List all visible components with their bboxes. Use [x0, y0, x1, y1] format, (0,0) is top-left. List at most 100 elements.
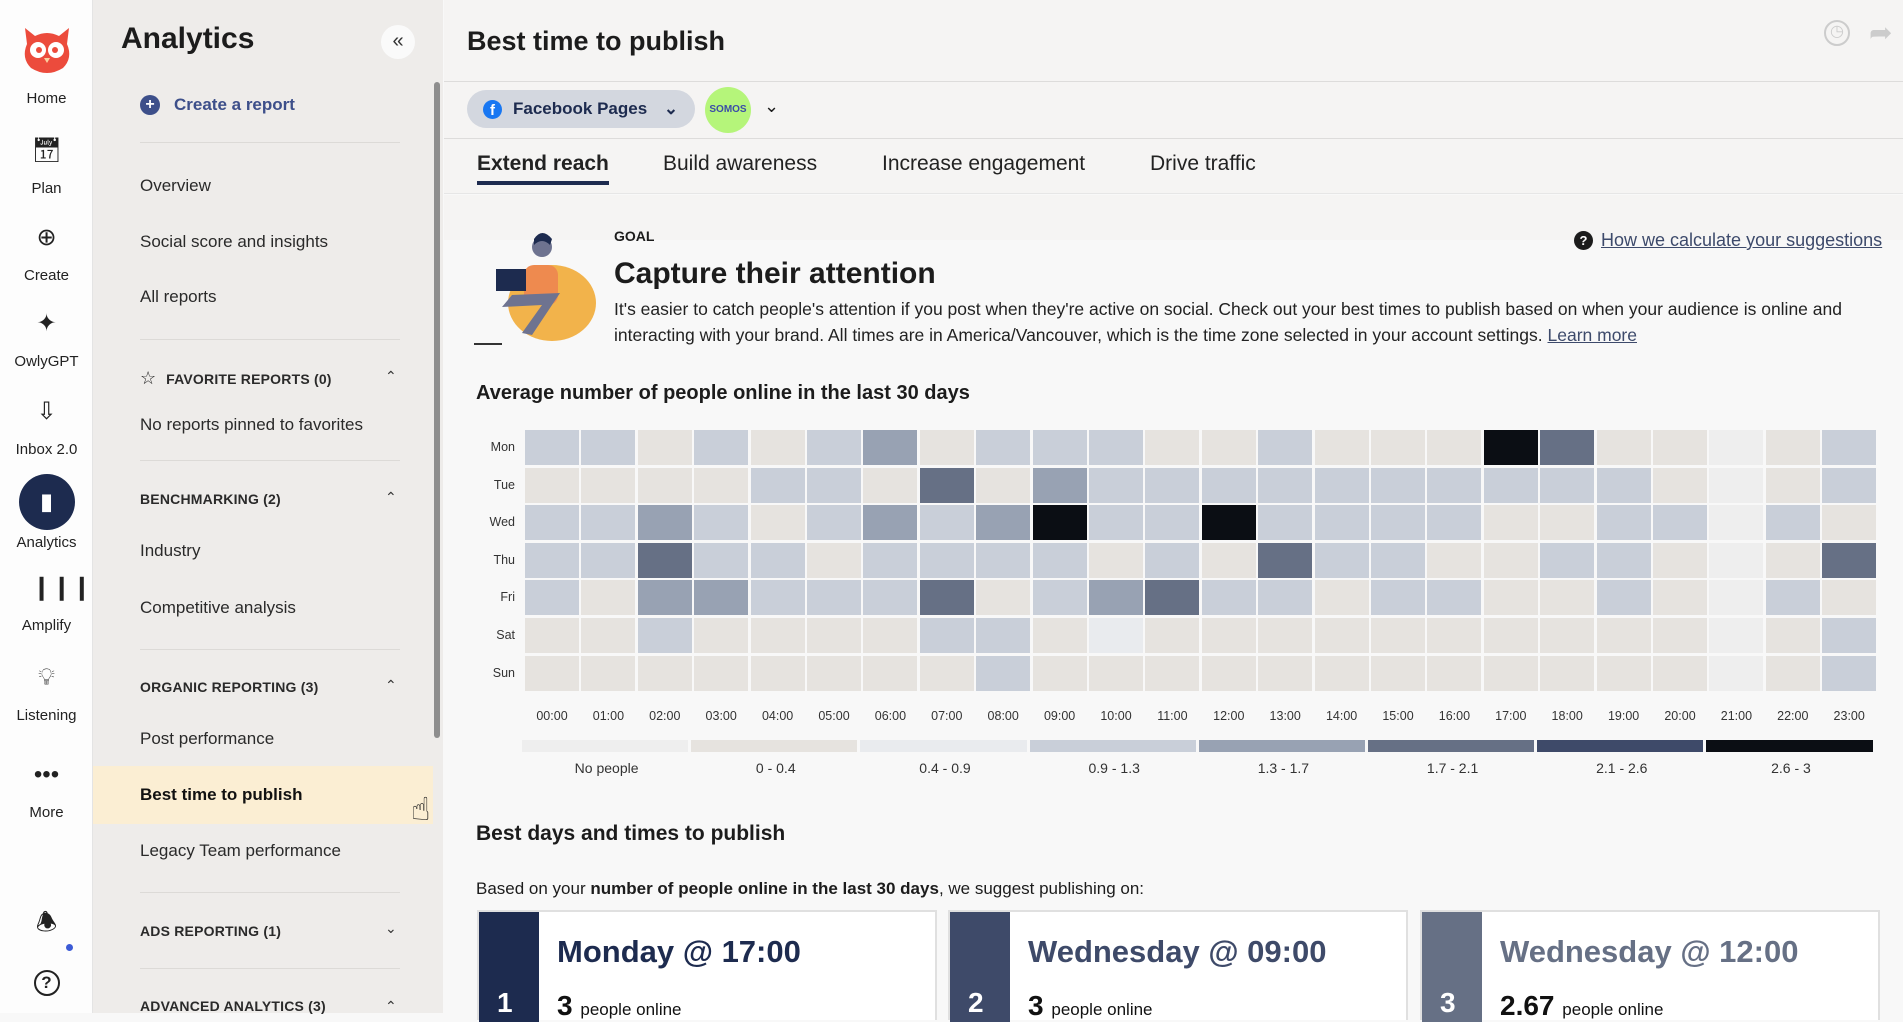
rail-plan[interactable]: 📅︎ Plan — [0, 136, 93, 197]
heatmap-cell[interactable] — [976, 618, 1031, 653]
heatmap-cell[interactable] — [1145, 618, 1200, 653]
rail-amplify[interactable]: ❙❙❙ Amplify — [0, 573, 93, 634]
chevron-up-icon[interactable]: ⌃ — [385, 998, 397, 1014]
heatmap-cell[interactable] — [1427, 542, 1482, 578]
learn-more-link[interactable]: Learn more — [1547, 325, 1638, 345]
heatmap-cell[interactable] — [581, 505, 636, 541]
heatmap-cell[interactable] — [1596, 618, 1651, 653]
heatmap-cell[interactable] — [1709, 505, 1764, 541]
heatmap-cell[interactable] — [976, 580, 1031, 616]
heatmap-cell[interactable] — [1596, 542, 1651, 578]
heatmap-cell[interactable] — [694, 467, 749, 503]
heatmap-cell[interactable] — [807, 655, 861, 691]
heatmap-cell[interactable] — [581, 618, 636, 653]
heatmap-cell[interactable] — [1653, 542, 1707, 578]
heatmap-cell[interactable] — [1483, 655, 1538, 691]
chevron-up-icon[interactable]: ⌃ — [385, 677, 397, 693]
heatmap-cell[interactable] — [1540, 430, 1595, 465]
heatmap-cell[interactable] — [1201, 580, 1256, 616]
heatmap-cell[interactable] — [581, 655, 636, 691]
heatmap-cell[interactable] — [525, 542, 579, 578]
heatmap-cell[interactable] — [1032, 430, 1087, 465]
heatmap-cell[interactable] — [1765, 467, 1820, 503]
heatmap-cell[interactable] — [1822, 655, 1877, 691]
heatmap-cell[interactable] — [976, 430, 1031, 465]
chevron-up-icon[interactable]: ⌃ — [385, 489, 397, 505]
heatmap-cell[interactable] — [1371, 505, 1425, 541]
heatmap-cell[interactable] — [581, 542, 636, 578]
heatmap-cell[interactable] — [1653, 430, 1707, 465]
heatmap-cell[interactable] — [1709, 580, 1764, 616]
heatmap-cell[interactable] — [1258, 542, 1313, 578]
heatmap-cell[interactable] — [1314, 655, 1369, 691]
help-button[interactable]: ? — [0, 970, 93, 996]
heatmap-cell[interactable] — [1765, 618, 1820, 653]
heatmap-cell[interactable] — [1089, 542, 1143, 578]
heatmap-cell[interactable] — [694, 430, 749, 465]
heatmap-cell[interactable] — [1483, 618, 1538, 653]
heatmap-cell[interactable] — [919, 618, 974, 653]
suggestion-card[interactable]: 2 Wednesday @ 09:00 3 people online — [948, 910, 1408, 1022]
heatmap-cell[interactable] — [1258, 467, 1313, 503]
heatmap-cell[interactable] — [1314, 430, 1369, 465]
heatmap-cell[interactable] — [1540, 542, 1595, 578]
heatmap-cell[interactable] — [750, 430, 805, 465]
heatmap-cell[interactable] — [976, 467, 1031, 503]
heatmap-cell[interactable] — [1540, 580, 1595, 616]
heatmap-cell[interactable] — [525, 618, 579, 653]
heatmap-cell[interactable] — [637, 467, 692, 503]
suggestion-card[interactable]: 3 Wednesday @ 12:00 2.67 people online — [1420, 910, 1880, 1022]
heatmap-cell[interactable] — [1596, 580, 1651, 616]
heatmap-cell[interactable] — [1822, 580, 1877, 616]
heatmap-cell[interactable] — [1540, 655, 1595, 691]
heatmap-cell[interactable] — [1596, 430, 1651, 465]
heatmap-cell[interactable] — [1371, 618, 1425, 653]
heatmap-cell[interactable] — [750, 542, 805, 578]
rail-owlygpt[interactable]: ✦ OwlyGPT — [0, 309, 93, 370]
heatmap-cell[interactable] — [1709, 430, 1764, 465]
heatmap-cell[interactable] — [637, 542, 692, 578]
heatmap-cell[interactable] — [1314, 542, 1369, 578]
heatmap-cell[interactable] — [807, 467, 861, 503]
sidebar-item-legacy-team[interactable]: Legacy Team performance — [140, 841, 341, 860]
heatmap-cell[interactable] — [1032, 580, 1087, 616]
heatmap-cell[interactable] — [1483, 505, 1538, 541]
heatmap-cell[interactable] — [919, 655, 974, 691]
heatmap-cell[interactable] — [1822, 542, 1877, 578]
heatmap-cell[interactable] — [807, 505, 861, 541]
heatmap-cell[interactable] — [863, 467, 918, 503]
heatmap-cell[interactable] — [919, 467, 974, 503]
heatmap-cell[interactable] — [694, 505, 749, 541]
benchmarking-section-toggle[interactable]: BENCHMARKING (2) — [140, 491, 281, 507]
heatmap-cell[interactable] — [525, 655, 579, 691]
heatmap-cell[interactable] — [1201, 542, 1256, 578]
heatmap-cell[interactable] — [1822, 430, 1877, 465]
heatmap-cell[interactable] — [694, 580, 749, 616]
heatmap-cell[interactable] — [1032, 618, 1087, 653]
heatmap-cell[interactable] — [1427, 505, 1482, 541]
heatmap-cell[interactable] — [637, 505, 692, 541]
advanced-section-toggle[interactable]: ADVANCED ANALYTICS (3) — [140, 998, 326, 1014]
heatmap-cell[interactable] — [919, 580, 974, 616]
heatmap-cell[interactable] — [637, 430, 692, 465]
heatmap-cell[interactable] — [1032, 505, 1087, 541]
heatmap-cell[interactable] — [976, 542, 1031, 578]
heatmap-cell[interactable] — [976, 505, 1031, 541]
heatmap-cell[interactable] — [919, 542, 974, 578]
heatmap-cell[interactable] — [1089, 505, 1143, 541]
heatmap-cell[interactable] — [1596, 655, 1651, 691]
heatmap-cell[interactable] — [1822, 505, 1877, 541]
heatmap-cell[interactable] — [1089, 467, 1143, 503]
heatmap-cell[interactable] — [1371, 467, 1425, 503]
heatmap-cell[interactable] — [1427, 580, 1482, 616]
heatmap-cell[interactable] — [1709, 542, 1764, 578]
heatmap-cell[interactable] — [1201, 467, 1256, 503]
collapse-sidebar-button[interactable]: « — [381, 25, 415, 59]
heatmap-cell[interactable] — [1314, 467, 1369, 503]
how-we-calculate-link[interactable]: ? How we calculate your suggestions — [1574, 230, 1882, 251]
heatmap-cell[interactable] — [1709, 618, 1764, 653]
rail-home[interactable]: Home — [0, 22, 93, 107]
heatmap-cell[interactable] — [1371, 542, 1425, 578]
heatmap-cell[interactable] — [1540, 467, 1595, 503]
sidebar-item-all-reports[interactable]: All reports — [140, 287, 217, 306]
